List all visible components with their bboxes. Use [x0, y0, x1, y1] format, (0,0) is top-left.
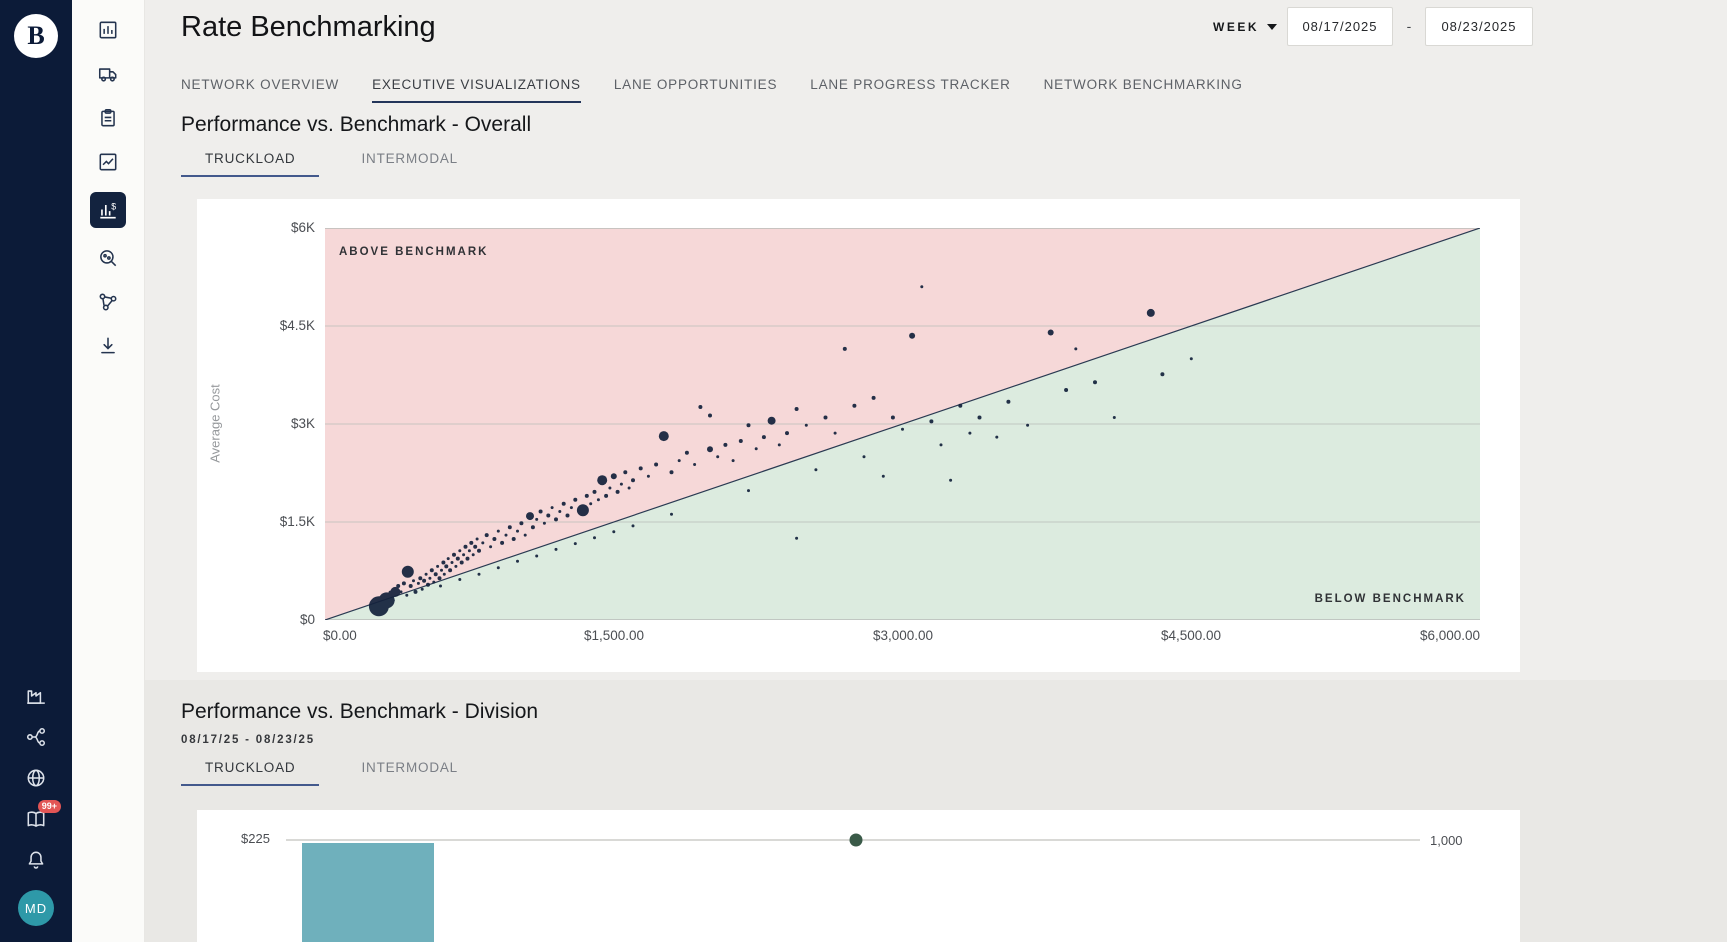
period-dropdown-label: WEEK [1213, 20, 1259, 34]
tab-network-overview[interactable]: NETWORK OVERVIEW [181, 77, 340, 92]
bell-icon [28, 851, 44, 869]
overall-section-title: Performance vs. Benchmark - Overall [181, 113, 532, 136]
division-date-range: 08/17/25 - 08/23/25 [181, 734, 315, 746]
date-range-separator: - [1406, 18, 1412, 34]
rail-item-lane-search[interactable] [94, 244, 122, 272]
benchmark-scatter-card: Average Cost $6K $4.5K $3K $1.5K $0 ABOV… [197, 199, 1520, 672]
search-nodes-icon [100, 250, 117, 267]
user-avatar[interactable]: MD [18, 890, 54, 926]
slider-min-label: $225 [241, 831, 270, 846]
below-benchmark-label: BELOW BENCHMARK [1315, 593, 1466, 605]
x-tick-1500: $1,500.00 [583, 628, 645, 643]
tab-lane-progress-tracker[interactable]: LANE PROGRESS TRACKER [810, 77, 1011, 92]
chevron-down-icon [1267, 24, 1277, 30]
rail-item-reports[interactable] [94, 104, 122, 132]
clipboard-icon [101, 108, 115, 127]
page-title: Rate Benchmarking [181, 11, 436, 43]
rail-item-rate-benchmarking[interactable]: $ [90, 192, 126, 228]
division-mode-tabs: TRUCKLOAD INTERMODAL [181, 760, 482, 786]
benchmark-scatter-plot[interactable]: ABOVE BENCHMARK BELOW BENCHMARK [325, 228, 1480, 620]
subtab-truckload[interactable]: TRUCKLOAD [181, 151, 320, 177]
y-tick-3k: $3K [290, 416, 315, 431]
division-histogram-bar [302, 843, 434, 942]
division-section-title: Performance vs. Benchmark - Division [181, 700, 539, 723]
primary-sidebar: B 99+ MD [0, 0, 72, 942]
slider-handle[interactable] [849, 833, 863, 847]
tab-lane-opportunities[interactable]: LANE OPPORTUNITIES [613, 77, 778, 92]
benchmark-diagonal-line [325, 228, 1480, 620]
period-dropdown[interactable]: WEEK [1213, 20, 1277, 34]
subtab-intermodal[interactable]: INTERMODAL [361, 151, 458, 166]
tab-network-benchmarking[interactable]: NETWORK BENCHMARKING [1043, 77, 1243, 92]
y-tick-6k: $6K [290, 220, 315, 235]
bar-chart-icon [99, 21, 117, 39]
rate-chart-dollar-icon: $ [100, 201, 116, 219]
sidebar-item-global[interactable] [25, 767, 47, 789]
above-benchmark-label: ABOVE BENCHMARK [339, 246, 488, 258]
y-tick-4-5k: $4.5K [279, 318, 315, 333]
division-chart-card: $225 1,000 [197, 810, 1520, 942]
tab-executive-visualizations[interactable]: EXECUTIVE VISUALIZATIONS [372, 77, 581, 103]
rail-item-export[interactable] [94, 332, 122, 360]
app-logo[interactable]: B [14, 14, 58, 58]
y-tick-1-5k: $1.5K [279, 514, 315, 529]
globe-icon [27, 769, 45, 787]
sidebar-item-notifications[interactable] [25, 849, 47, 871]
subtab-division-intermodal[interactable]: INTERMODAL [361, 760, 458, 775]
rail-item-analytics[interactable] [94, 148, 122, 176]
line-chart-icon [99, 153, 117, 171]
rail-item-dashboard[interactable] [94, 16, 122, 44]
x-tick-3000: $3,000.00 [872, 628, 934, 643]
slider-track[interactable] [286, 833, 1420, 847]
y-axis-title: Average Cost [207, 384, 223, 463]
date-start-input[interactable]: 08/17/2025 [1287, 7, 1393, 46]
y-tick-0: $0 [299, 612, 315, 627]
rail-item-shipments[interactable] [94, 60, 122, 88]
main-tab-bar: NETWORK OVERVIEW EXECUTIVE VISUALIZATION… [181, 77, 1243, 103]
x-tick-6000: $6,000.00 [1419, 628, 1480, 643]
secondary-sidebar: $ [72, 0, 145, 942]
flow-split-icon [26, 727, 46, 747]
network-nodes-icon [99, 293, 117, 311]
scatter-points [368, 285, 1193, 617]
truck-icon [98, 68, 117, 82]
date-end-input[interactable]: 08/23/2025 [1425, 7, 1533, 46]
svg-text:$: $ [111, 201, 116, 211]
notification-badge: 99+ [37, 800, 61, 813]
slider-max-label: 1,000 [1430, 833, 1463, 848]
x-tick-0: $0.00 [323, 628, 357, 643]
sidebar-item-resources[interactable]: 99+ [25, 800, 61, 830]
overall-mode-tabs: TRUCKLOAD INTERMODAL [181, 151, 482, 177]
facility-icon [27, 690, 45, 704]
rail-item-network[interactable] [94, 288, 122, 316]
download-icon [101, 337, 115, 354]
sidebar-item-facilities[interactable] [25, 685, 47, 707]
sidebar-item-integrations[interactable] [25, 726, 47, 748]
x-tick-4500: $4,500.00 [1160, 628, 1222, 643]
subtab-division-truckload[interactable]: TRUCKLOAD [181, 760, 320, 786]
